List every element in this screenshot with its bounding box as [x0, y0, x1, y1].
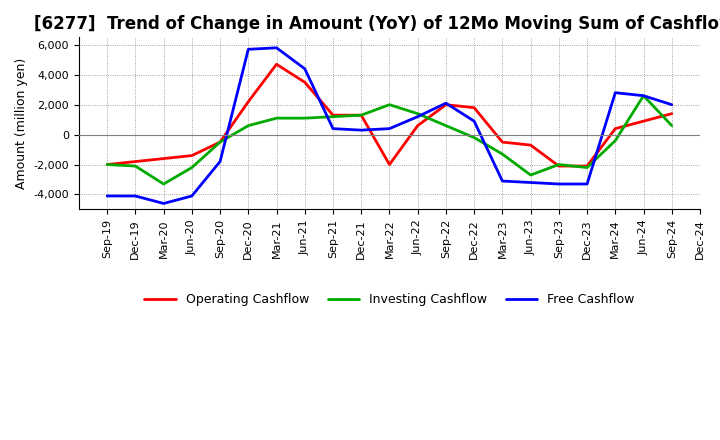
Operating Cashflow	[611, 126, 620, 131]
Free Cashflow	[328, 126, 337, 131]
Investing Cashflow	[385, 102, 394, 107]
Investing Cashflow	[244, 123, 253, 128]
Operating Cashflow	[526, 143, 535, 148]
Free Cashflow	[300, 66, 309, 71]
Free Cashflow	[611, 90, 620, 95]
Operating Cashflow	[582, 163, 591, 169]
Operating Cashflow	[470, 105, 479, 110]
Operating Cashflow	[413, 123, 422, 128]
Investing Cashflow	[582, 165, 591, 170]
Title: [6277]  Trend of Change in Amount (YoY) of 12Mo Moving Sum of Cashflows: [6277] Trend of Change in Amount (YoY) o…	[35, 15, 720, 33]
Operating Cashflow	[441, 102, 450, 107]
Free Cashflow	[385, 126, 394, 131]
Investing Cashflow	[639, 93, 648, 99]
Free Cashflow	[667, 102, 676, 107]
Free Cashflow	[470, 118, 479, 124]
Operating Cashflow	[103, 162, 112, 167]
Operating Cashflow	[131, 159, 140, 164]
Free Cashflow	[441, 101, 450, 106]
Operating Cashflow	[328, 113, 337, 118]
Investing Cashflow	[300, 116, 309, 121]
Investing Cashflow	[611, 138, 620, 143]
Operating Cashflow	[385, 162, 394, 167]
Free Cashflow	[498, 178, 507, 183]
Investing Cashflow	[103, 162, 112, 167]
Line: Investing Cashflow: Investing Cashflow	[107, 96, 672, 184]
Free Cashflow	[187, 193, 196, 198]
Investing Cashflow	[470, 135, 479, 140]
Investing Cashflow	[272, 116, 281, 121]
Investing Cashflow	[526, 172, 535, 178]
Investing Cashflow	[441, 123, 450, 128]
Operating Cashflow	[187, 153, 196, 158]
Free Cashflow	[131, 193, 140, 198]
Investing Cashflow	[413, 111, 422, 116]
Operating Cashflow	[272, 62, 281, 67]
Investing Cashflow	[357, 113, 366, 118]
Investing Cashflow	[131, 163, 140, 169]
Legend: Operating Cashflow, Investing Cashflow, Free Cashflow: Operating Cashflow, Investing Cashflow, …	[140, 288, 639, 311]
Free Cashflow	[526, 180, 535, 185]
Free Cashflow	[413, 114, 422, 119]
Free Cashflow	[357, 128, 366, 133]
Free Cashflow	[216, 159, 225, 164]
Investing Cashflow	[328, 114, 337, 119]
Y-axis label: Amount (million yen): Amount (million yen)	[15, 58, 28, 189]
Operating Cashflow	[357, 113, 366, 118]
Operating Cashflow	[554, 163, 563, 169]
Investing Cashflow	[554, 162, 563, 167]
Operating Cashflow	[639, 118, 648, 124]
Operating Cashflow	[216, 139, 225, 145]
Investing Cashflow	[159, 181, 168, 187]
Operating Cashflow	[300, 80, 309, 85]
Investing Cashflow	[216, 139, 225, 145]
Free Cashflow	[159, 201, 168, 206]
Operating Cashflow	[498, 139, 507, 145]
Free Cashflow	[582, 181, 591, 187]
Operating Cashflow	[667, 111, 676, 116]
Free Cashflow	[103, 193, 112, 198]
Operating Cashflow	[159, 156, 168, 161]
Free Cashflow	[244, 47, 253, 52]
Investing Cashflow	[667, 123, 676, 128]
Investing Cashflow	[498, 151, 507, 157]
Line: Free Cashflow: Free Cashflow	[107, 48, 672, 203]
Line: Operating Cashflow: Operating Cashflow	[107, 64, 672, 166]
Operating Cashflow	[244, 99, 253, 104]
Free Cashflow	[272, 45, 281, 51]
Investing Cashflow	[187, 165, 196, 170]
Free Cashflow	[554, 181, 563, 187]
Free Cashflow	[639, 93, 648, 99]
